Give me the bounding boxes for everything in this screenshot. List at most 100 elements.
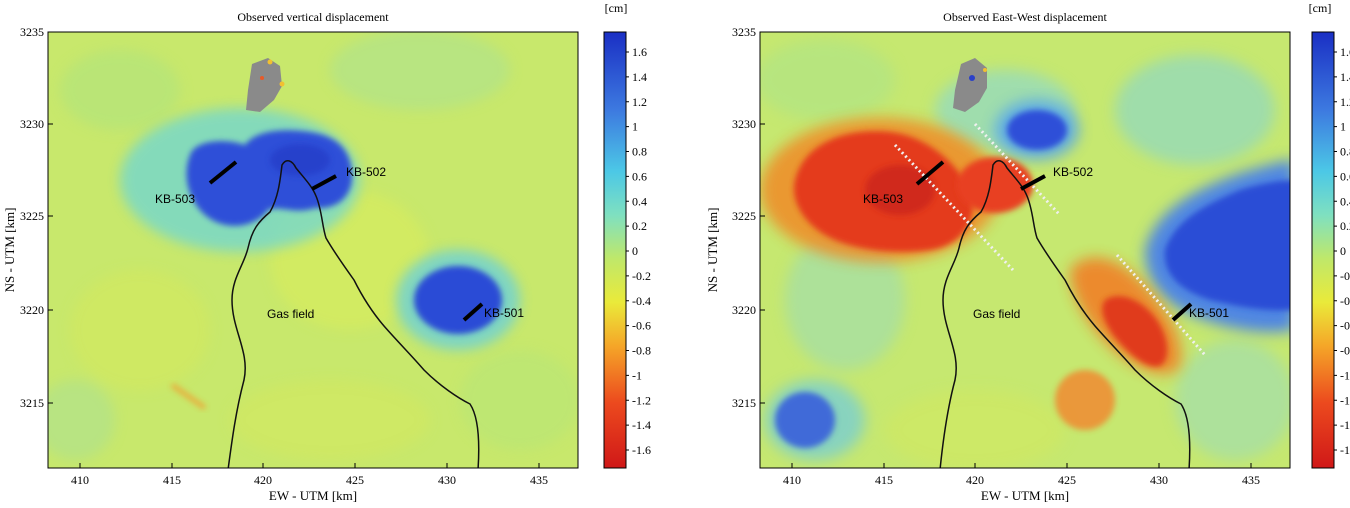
colorbar-tick-label: -0.4 bbox=[632, 294, 651, 308]
y-axis: 3235 3230 3225 3220 3215 bbox=[732, 25, 765, 410]
colorbar-tick-label: -1 bbox=[1340, 368, 1350, 382]
y-tick-label: 3230 bbox=[20, 117, 44, 131]
colorbar-tick-label: -1.6 bbox=[632, 443, 651, 457]
x-tick-label: 410 bbox=[71, 473, 89, 487]
vertical-displacement-panel: Observed vertical displacement [cm] bbox=[2, 1, 651, 503]
colorbar-tick-label: 1.6 bbox=[1340, 45, 1350, 59]
colorbar-tick-label: 0.6 bbox=[1340, 169, 1350, 183]
map-frame bbox=[759, 31, 1291, 469]
colorbar-tick-label: -0.6 bbox=[632, 319, 651, 333]
colorbar-tick-label: -0.6 bbox=[1340, 319, 1350, 333]
fault-line bbox=[973, 122, 1061, 216]
map-title: Observed vertical displacement bbox=[237, 10, 389, 24]
fault-line bbox=[1115, 254, 1207, 356]
x-axis: 410 415 420 425 430 435 bbox=[783, 463, 1260, 487]
uplift-zone-kb501 bbox=[396, 250, 520, 350]
y-tick-label: 3225 bbox=[20, 209, 44, 223]
colorbar-tick-label: 0.2 bbox=[1340, 219, 1350, 233]
colorbar-tick-label: 0.8 bbox=[632, 145, 647, 159]
colorbar-tick-label: -1.2 bbox=[632, 393, 651, 407]
well-label-kb503: KB-503 bbox=[863, 192, 903, 206]
no-data-area bbox=[246, 58, 282, 112]
colorbar-tick-label: 1 bbox=[632, 120, 638, 134]
colorbar-unit: [cm] bbox=[1309, 1, 1332, 15]
y-tick-label: 3220 bbox=[732, 303, 756, 317]
colorbar-tick-label: 0.2 bbox=[632, 219, 647, 233]
colorbar-tick-label: -0.8 bbox=[632, 344, 651, 358]
y-axis-label: NS - UTM [km] bbox=[2, 208, 17, 293]
well-kb501 bbox=[1171, 302, 1193, 322]
y-axis: 3235 3230 3225 3220 3215 bbox=[20, 25, 53, 410]
well-label-kb502: KB-502 bbox=[1053, 165, 1093, 179]
westward-zone-kb501 bbox=[1055, 257, 1181, 430]
colorbar-tick-label: -0.2 bbox=[1340, 269, 1350, 283]
colorbar-tick-label: 1.6 bbox=[632, 45, 647, 59]
colorbar: 1.6 1.4 1.2 1 0.8 0.6 0.4 0.2 0 -0.2 -0.4 -0.6 -0.8 -… bbox=[1311, 31, 1350, 469]
colorbar-tick-label: -0.8 bbox=[1340, 344, 1350, 358]
y-tick-label: 3215 bbox=[732, 396, 756, 410]
vertical-displacement-map: Observed vertical displacement [cm] bbox=[2, 1, 651, 503]
gas-field-label: Gas field bbox=[267, 307, 314, 321]
colorbar-tick-label: 0.6 bbox=[632, 169, 647, 183]
eastward-zone-southwest bbox=[775, 392, 835, 448]
colorbar-tick-label: 0 bbox=[632, 244, 638, 258]
x-tick-label: 415 bbox=[163, 473, 181, 487]
x-tick-label: 430 bbox=[438, 473, 456, 487]
map-frame bbox=[47, 31, 579, 469]
gas-field-boundary bbox=[939, 160, 1191, 468]
eastward-zone-east bbox=[1145, 160, 1290, 332]
well-kb503 bbox=[208, 160, 238, 185]
east-west-displacement-map: Observed East-West displacement [cm] bbox=[705, 1, 1350, 503]
westward-zone-kb502 bbox=[957, 157, 1033, 213]
colorbar: 1.6 1.4 1.2 1 0.8 0.6 0.4 0.2 0 -0.2 -0.4 -0.6 -0.8 -… bbox=[603, 31, 651, 469]
x-axis: 410 415 420 425 430 435 bbox=[71, 463, 548, 487]
no-data-area bbox=[953, 58, 987, 112]
colorbar-tick-label: 0.4 bbox=[632, 194, 647, 208]
x-tick-label: 410 bbox=[783, 473, 801, 487]
uplift-zone-kb503-kb502 bbox=[120, 108, 360, 252]
y-axis-label: NS - UTM [km] bbox=[705, 208, 720, 293]
gas-field-label: Gas field bbox=[973, 307, 1020, 321]
well-label-kb502: KB-502 bbox=[346, 165, 386, 179]
colorbar-tick-label: -0.2 bbox=[632, 269, 651, 283]
displacement-field bbox=[760, 32, 1290, 468]
colorbar-tick-label: 1.2 bbox=[1340, 95, 1350, 109]
colorbar-unit: [cm] bbox=[605, 1, 628, 15]
well-label-kb501: KB-501 bbox=[484, 306, 524, 320]
colorbar-tick-label: 1.4 bbox=[632, 70, 647, 84]
east-west-displacement-panel: Observed East-West displacement [cm] bbox=[675, 0, 1350, 508]
eastward-zone-northeast bbox=[995, 100, 1079, 160]
x-tick-label: 435 bbox=[530, 473, 548, 487]
colorbar-tick-label: -1.4 bbox=[632, 418, 651, 432]
y-tick-label: 3215 bbox=[20, 396, 44, 410]
x-axis-label: EW - UTM [km] bbox=[269, 488, 357, 503]
y-tick-label: 3225 bbox=[732, 209, 756, 223]
x-tick-label: 415 bbox=[875, 473, 893, 487]
x-tick-label: 420 bbox=[966, 473, 984, 487]
well-kb502 bbox=[1020, 174, 1046, 191]
x-tick-label: 430 bbox=[1150, 473, 1168, 487]
colorbar-tick-label: 1.4 bbox=[1340, 70, 1350, 84]
map-title: Observed East-West displacement bbox=[943, 10, 1107, 24]
y-tick-label: 3230 bbox=[732, 117, 756, 131]
fault-line bbox=[893, 143, 1015, 272]
y-tick-label: 3220 bbox=[20, 303, 44, 317]
gas-field-boundary bbox=[227, 160, 480, 468]
colorbar-tick-label: 0.8 bbox=[1340, 145, 1350, 159]
well-label-kb501: KB-501 bbox=[1189, 306, 1229, 320]
x-tick-label: 425 bbox=[346, 473, 364, 487]
well-label-kb503: KB-503 bbox=[155, 192, 195, 206]
colorbar-tick-label: 0 bbox=[1340, 244, 1346, 258]
colorbar-tick-label: -1.2 bbox=[1340, 393, 1350, 407]
well-kb501 bbox=[462, 302, 484, 322]
colorbar-tick-label: -1 bbox=[632, 368, 642, 382]
colorbar-tick-label: 0.4 bbox=[1340, 194, 1350, 208]
colorbar-tick-label: -1.4 bbox=[1340, 418, 1350, 432]
well-kb502 bbox=[311, 174, 337, 191]
colorbar-tick-label: 1.2 bbox=[632, 95, 647, 109]
colorbar-tick-label: -0.4 bbox=[1340, 294, 1350, 308]
westward-zone-kb503 bbox=[760, 118, 1000, 262]
displacement-field bbox=[48, 32, 578, 468]
x-tick-label: 425 bbox=[1058, 473, 1076, 487]
well-kb503 bbox=[915, 160, 945, 186]
